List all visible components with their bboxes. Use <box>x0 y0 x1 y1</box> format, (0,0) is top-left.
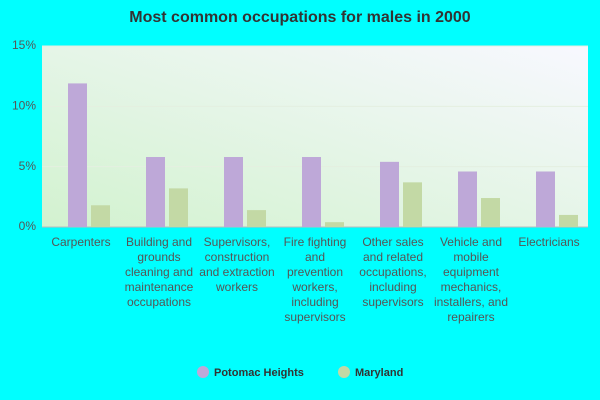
y-tick-label: 0% <box>19 219 37 233</box>
bar <box>146 157 165 227</box>
bar <box>302 157 321 227</box>
bar <box>247 210 266 227</box>
x-tick-label: Vehicle and mobile equipment mechanics, … <box>433 235 509 324</box>
y-tick-label: 15% <box>12 38 36 52</box>
bar <box>68 83 87 227</box>
chart-title: Most common occupations for males in 200… <box>129 9 471 26</box>
legend-label: Maryland <box>355 367 403 379</box>
x-tick-label: Other sales and related occupations, inc… <box>359 235 427 309</box>
bar <box>169 188 188 227</box>
bar <box>403 182 422 227</box>
legend-marker <box>338 366 350 378</box>
bar <box>559 214 578 227</box>
bar <box>380 161 399 227</box>
x-tick-label: Carpenters <box>51 235 111 249</box>
legend-label: Potomac Heights <box>214 367 304 379</box>
bar <box>481 198 500 227</box>
x-tick-label: Electricians <box>518 235 580 249</box>
y-tick-label: 10% <box>12 99 36 113</box>
bar <box>224 157 243 227</box>
bar <box>536 171 555 227</box>
bar <box>458 171 477 227</box>
x-tick-label: Supervisors, construction and extraction… <box>199 235 275 294</box>
y-tick-label: 5% <box>19 159 37 173</box>
x-tick-label: Building and grounds cleaning and mainte… <box>124 235 194 309</box>
x-tick-label: Fire fighting and prevention workers, in… <box>283 235 347 324</box>
legend-marker <box>197 366 209 378</box>
bar <box>325 222 344 227</box>
bar <box>91 205 110 227</box>
